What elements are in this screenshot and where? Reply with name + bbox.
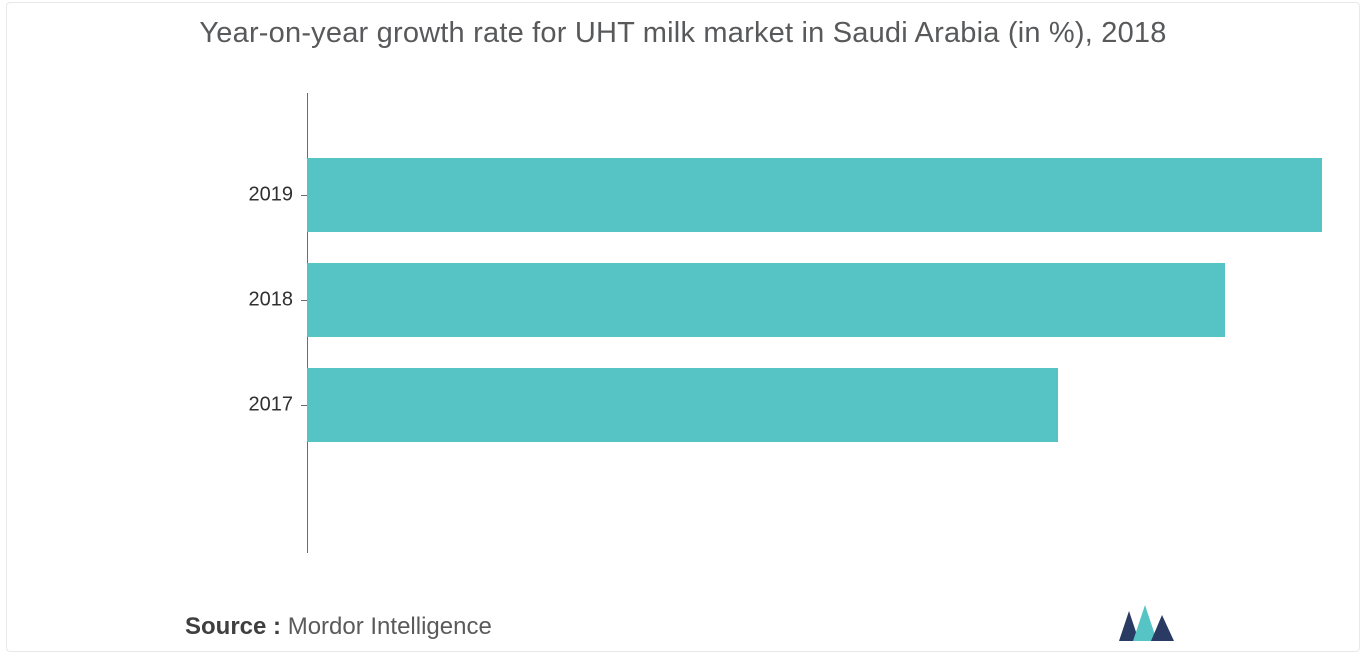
chart-title: Year-on-year growth rate for UHT milk ma… bbox=[199, 17, 1166, 50]
y-tick bbox=[301, 195, 307, 196]
chart-frame: Year-on-year growth rate for UHT milk ma… bbox=[6, 2, 1360, 652]
y-tick bbox=[301, 300, 307, 301]
plot-area: 201920182017 bbox=[307, 93, 1337, 553]
y-tick bbox=[301, 405, 307, 406]
source-line: Source : Mordor Intelligence bbox=[185, 613, 492, 641]
bar bbox=[307, 158, 1322, 232]
y-axis-label: 2018 bbox=[249, 289, 294, 312]
bar bbox=[307, 368, 1058, 442]
y-axis-label: 2019 bbox=[249, 184, 294, 207]
mordor-logo-icon bbox=[1119, 605, 1174, 641]
source-text: Mordor Intelligence bbox=[288, 613, 492, 640]
source-label: Source : bbox=[185, 613, 281, 640]
bar bbox=[307, 263, 1225, 337]
y-axis-label: 2017 bbox=[249, 394, 294, 417]
